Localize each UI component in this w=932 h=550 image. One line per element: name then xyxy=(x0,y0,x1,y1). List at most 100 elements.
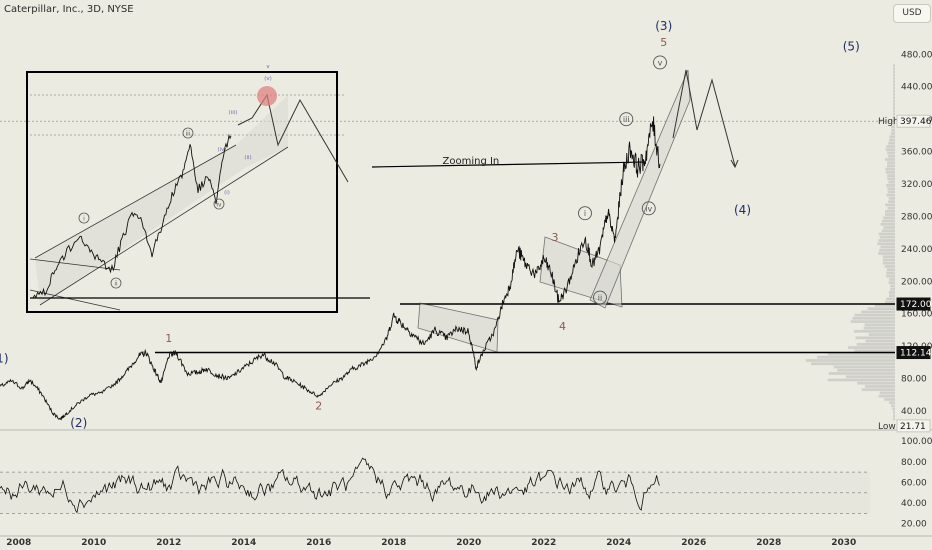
volume-bar xyxy=(887,151,895,155)
grid xyxy=(0,429,932,537)
volume-bar xyxy=(893,70,895,74)
volume-bar xyxy=(888,291,895,294)
volume-bar xyxy=(885,203,895,207)
wave-label: (2) xyxy=(70,416,87,430)
x-tick-label: 2020 xyxy=(456,538,481,548)
volume-bar xyxy=(880,245,895,249)
volume-bar xyxy=(886,184,895,187)
inset-small-label: (ii) xyxy=(244,155,251,161)
inset-circle xyxy=(213,198,225,210)
wave-label: (3) xyxy=(655,19,672,33)
price-tick-label: 200.00 xyxy=(901,277,932,287)
inset-frame xyxy=(26,71,338,313)
volume-bar xyxy=(887,177,895,181)
volume-bar xyxy=(885,209,895,213)
volume-bar xyxy=(893,115,895,119)
wave-label: (1) xyxy=(0,351,9,365)
volume-bar xyxy=(864,323,895,327)
price-tag-box xyxy=(896,297,931,311)
volume-bar xyxy=(845,375,895,379)
subwave-circle xyxy=(641,201,656,216)
wave-label: 4 xyxy=(559,320,566,333)
volume-bar xyxy=(882,255,895,259)
volume-bar xyxy=(893,64,895,67)
subwave-label: iii xyxy=(623,115,630,124)
x-tick-label: 2024 xyxy=(606,538,631,548)
volume-bar xyxy=(885,167,895,171)
volume-bar xyxy=(889,294,895,298)
target-marker xyxy=(257,86,277,106)
volume-bar xyxy=(892,119,895,122)
volume-bar xyxy=(893,93,895,96)
annotation-label: Zooming In xyxy=(443,156,500,167)
volume-bar xyxy=(868,333,895,336)
volume-bar xyxy=(879,235,895,239)
volume-bar xyxy=(892,122,895,126)
volume-profile xyxy=(805,64,895,421)
subwave-label: ii xyxy=(598,294,602,303)
inset-projection xyxy=(237,93,349,183)
inset-small-label: v xyxy=(266,64,270,70)
volume-bar xyxy=(879,391,895,395)
inset-circle xyxy=(110,277,122,289)
volume-bar xyxy=(886,271,895,275)
volume-bar xyxy=(864,385,895,388)
price-line xyxy=(0,116,661,421)
volume-bar xyxy=(811,362,895,366)
inset-small-label: (v) xyxy=(264,76,272,82)
inset-channel xyxy=(35,95,288,305)
volume-bar xyxy=(817,355,895,359)
volume-bar xyxy=(884,300,895,304)
axes: 2008 2010 2012 2014 2016 2018 2020 2022 2024 2026… xyxy=(6,50,932,548)
rsi-panel xyxy=(0,457,870,514)
wave-label: (5) xyxy=(843,39,860,53)
volume-bar xyxy=(848,346,895,349)
volume-bar xyxy=(878,239,895,242)
volume-bar xyxy=(805,359,895,362)
inset-channel-line xyxy=(39,146,289,306)
volume-bar xyxy=(878,232,895,236)
rsi-tick-label: 60.00 xyxy=(901,478,927,488)
x-tick-label: 2014 xyxy=(231,538,256,548)
price-tick-label: 360.00 xyxy=(901,148,932,158)
subwave-label: v xyxy=(658,58,663,67)
volume-bar xyxy=(852,316,895,320)
volume-bar xyxy=(889,278,895,281)
volume-bar xyxy=(886,274,895,278)
volume-bar xyxy=(888,197,895,200)
price-tick-label: 80.00 xyxy=(901,375,927,385)
channel-2018 xyxy=(417,302,499,353)
subwave-circle xyxy=(653,55,667,70)
volume-bar xyxy=(893,411,895,414)
volume-bar xyxy=(887,161,895,165)
volume-bar xyxy=(828,372,895,375)
volume-bar xyxy=(857,381,895,385)
volume-bar xyxy=(874,304,895,307)
price-tick-label: 160.00 xyxy=(901,310,932,320)
price-series xyxy=(0,116,661,421)
volume-bar xyxy=(893,106,895,109)
volume-bar xyxy=(892,407,895,411)
currency-button[interactable]: USD xyxy=(893,4,931,23)
volume-bar xyxy=(893,77,895,80)
price-tag-value: 172.00 xyxy=(900,300,932,310)
volume-bar xyxy=(827,378,895,382)
volume-bar xyxy=(893,67,895,71)
wave-label: 1 xyxy=(165,332,172,345)
price-tag-value: 112.14 xyxy=(900,349,932,359)
wave-label: 5 xyxy=(660,36,667,49)
x-tick-label: 2018 xyxy=(381,538,406,548)
inset-circled-label: i xyxy=(83,216,85,223)
volume-bar xyxy=(884,265,895,268)
volume-bar xyxy=(861,388,895,392)
inset-circle xyxy=(182,127,194,139)
inset-circled-label: iv xyxy=(216,202,222,209)
volume-bar xyxy=(877,242,895,246)
volume-bar xyxy=(893,414,895,418)
subwave-circle xyxy=(593,290,607,305)
x-tick-label: 2022 xyxy=(531,538,556,548)
price-tag-box xyxy=(896,114,931,128)
inset-price-line xyxy=(32,133,232,299)
